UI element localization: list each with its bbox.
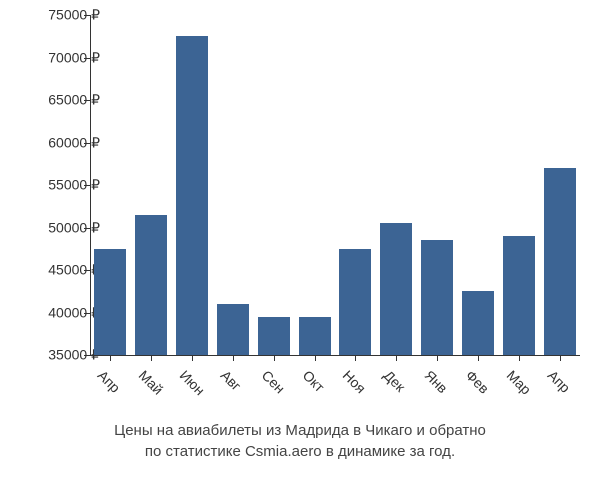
bar [421,240,453,355]
bar-chart [90,15,580,355]
x-tick-label: Мар [503,367,534,398]
x-axis-line [90,355,580,356]
bar [176,36,208,355]
bar [380,223,412,355]
bar [135,215,167,355]
plot-area [90,15,580,355]
x-tick-label: Май [136,367,167,398]
x-tick-label: Июн [177,367,208,398]
bar [339,249,371,355]
bar [258,317,290,355]
x-tick-label: Янв [422,367,451,396]
bar [503,236,535,355]
y-axis-line [90,15,91,355]
x-tick-label: Дек [381,367,409,395]
bar [462,291,494,355]
chart-caption: Цены на авиабилеты из Мадрида в Чикаго и… [20,420,580,462]
caption-line-1: Цены на авиабилеты из Мадрида в Чикаго и… [114,422,486,439]
x-tick-label: Фев [463,367,493,397]
x-tick-label: Апр [544,367,573,396]
x-tick-label: Сен [258,367,287,396]
bar [94,249,126,355]
bar [544,168,576,355]
x-tick-label: Окт [299,367,327,395]
x-tick-label: Апр [95,367,124,396]
caption-line-2: по статистике Csmia.aero в динамике за г… [145,443,455,460]
bar [217,304,249,355]
x-tick-label: Ноя [340,367,369,396]
bar [299,317,331,355]
x-tick-label: Авг [218,367,245,394]
